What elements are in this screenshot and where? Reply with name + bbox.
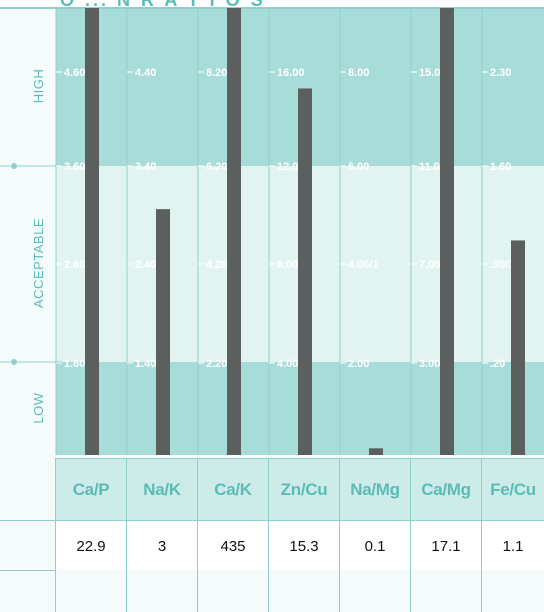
ratio-label: Ca/K [198, 459, 269, 521]
bar-ca-p [85, 8, 99, 455]
ratio-label: Na/K [127, 459, 198, 521]
reference-label: .90/1 [490, 259, 514, 271]
zone-divider-dot [11, 163, 17, 169]
ratio-value: 22.9 [56, 521, 127, 571]
empty-cell [340, 570, 411, 612]
reference-label: 15.00 [419, 67, 447, 79]
ratio-chart: HIGH ACCEPTABLE LOW 4.60 4.40 8.20 16.00 8.00 1… [0, 0, 544, 456]
ratio-labels-row: Ca/P Na/K Ca/K Zn/Cu Na/Mg Ca/Mg Fe/Cu [56, 458, 544, 521]
reference-label: 2.20 [206, 358, 227, 370]
reference-label: 4.00/1 [348, 259, 379, 271]
reference-label: 1.40 [135, 358, 156, 370]
chart-title-partial: O ... N R A T I O S [60, 0, 266, 10]
zone-label: HIGH [31, 69, 46, 104]
reference-label: 4.60 [64, 67, 85, 79]
bars [85, 8, 525, 456]
empty-cell [411, 570, 482, 612]
bar-na-k [156, 209, 170, 455]
empty-cell [482, 570, 544, 612]
zone-label: ACCEPTABLE [31, 218, 46, 308]
reference-label: 16.00 [277, 67, 305, 79]
ratio-label: Fe/Cu [490, 480, 536, 499]
ratio-value: 17.1 [411, 521, 482, 571]
empty-cell [56, 570, 127, 612]
ratio-label: Ca/P [56, 459, 127, 521]
zone-label: LOW [31, 392, 46, 423]
zone-labels: HIGH ACCEPTABLE LOW [31, 69, 46, 424]
chart-header: O ... N R A T I O S [60, 0, 266, 10]
reference-label: 8.20 [206, 67, 227, 79]
ratio-label: Ca/Mg [411, 459, 482, 521]
reference-label: 3.60 [64, 161, 85, 173]
ratio-value: 0.1 [340, 521, 411, 571]
reference-label: 12.00 [277, 161, 305, 173]
reference-label: 8.00 [348, 67, 369, 79]
left-column-bottom [0, 458, 56, 612]
reference-label: 4.00 [277, 358, 298, 370]
bar-ca-k [227, 8, 241, 455]
reference-label: 2.00 [348, 358, 369, 370]
ratio-value: 15.3 [269, 521, 340, 571]
bar-zn-cu [298, 88, 312, 456]
reference-label: 6.00 [348, 161, 369, 173]
reference-label: 1.60 [64, 358, 85, 370]
bar-na-mg [369, 448, 383, 455]
zone-divider-dot [11, 359, 17, 365]
empty-cell [127, 570, 198, 612]
ratio-value: 435 [198, 521, 269, 571]
ratio-value: 3 [127, 521, 198, 571]
ratio-label: Na/Mg [340, 459, 411, 521]
ratio-value: 1.1 [502, 537, 524, 555]
reference-label: 11.00 [419, 161, 446, 173]
bar-fe-cu [511, 240, 525, 455]
empty-row [56, 570, 544, 612]
ratio-values-row: 22.9 3 435 15.3 0.1 17.1 1.1 [56, 520, 544, 572]
reference-label: 4.40 [135, 67, 156, 79]
ratio-label: Zn/Cu [269, 459, 340, 521]
empty-cell [198, 570, 269, 612]
bar-ca-mg [440, 8, 454, 455]
reference-label: 3.40 [135, 161, 156, 173]
reference-label: 3.00 [419, 358, 440, 370]
reference-label: 1.60 [490, 161, 511, 173]
reference-label: 6.20 [206, 161, 227, 173]
header-band [0, 0, 544, 8]
empty-cell [269, 570, 340, 612]
left-column-band [0, 8, 56, 455]
reference-label: 2.30 [490, 67, 511, 79]
reference-label: .20 [490, 358, 505, 370]
